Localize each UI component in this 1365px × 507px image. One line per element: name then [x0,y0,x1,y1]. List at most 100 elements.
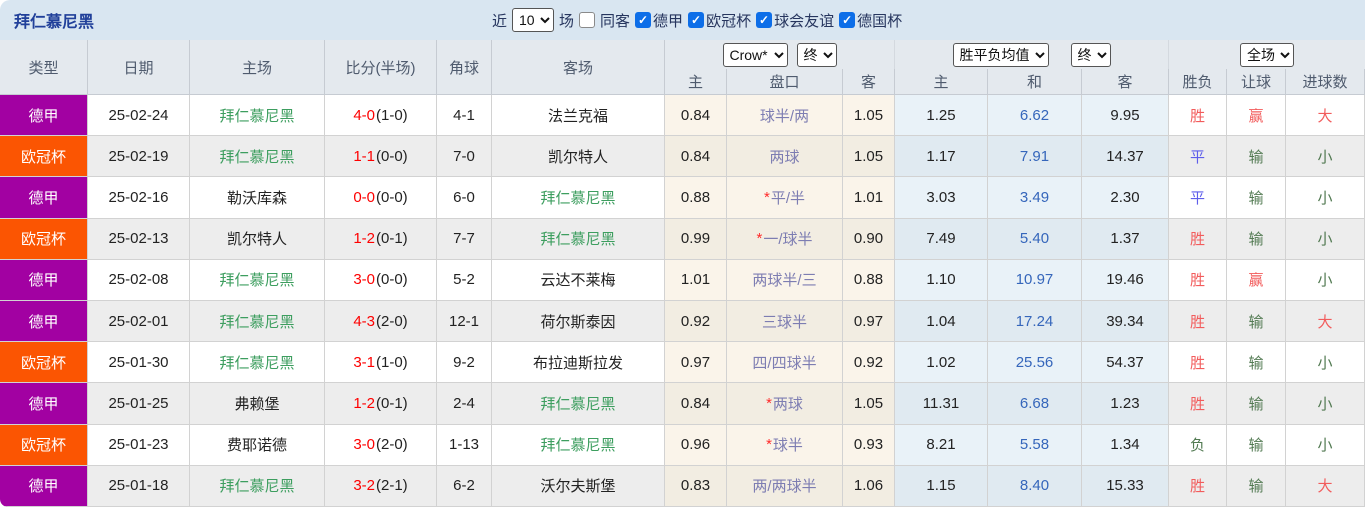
same-away-label: 同客 [600,12,631,30]
cell-handicap-home-odds: 0.83 [665,465,727,507]
cell-corners: 2-4 [437,383,492,425]
cell-handicap-away-odds: 1.01 [843,177,895,219]
cell-result-wdl: 胜 [1169,300,1227,343]
wdl-time-select[interactable]: 终 [1070,42,1111,67]
fulltime-select[interactable]: 全场 [1240,42,1294,67]
same-away-checkbox[interactable] [579,12,596,28]
wdl-average-select[interactable]: 胜平负均值 [952,42,1049,67]
col-header-away: 客场 [492,40,665,95]
cell-score: 4-0 (1-0) [325,95,437,137]
cell-avg-home: 8.21 [895,424,988,466]
cell-result-handicap: 输 [1227,136,1286,178]
ucl-checkbox[interactable]: ✓ [688,12,705,28]
cell-result-handicap: 输 [1227,300,1286,343]
cell-handicap-line: 四/四球半 [727,342,843,384]
cell-result-goals: 小 [1286,177,1365,219]
cell-corners: 7-0 [437,136,492,178]
cell-date: 25-01-23 [88,424,190,466]
bookmaker-select[interactable]: Crow* [722,42,788,67]
cell-result-goals: 小 [1286,218,1365,260]
cell-date: 25-01-30 [88,342,190,384]
table-row: 欧冠杯 25-01-23 费耶诺德 3-0 (2-0) 1-13 拜仁慕尼黑 0.96 * 球半 0… [0,424,1365,466]
cell-result-wdl: 胜 [1169,259,1227,301]
cell-date: 25-02-08 [88,259,190,301]
cell-handicap-home-odds: 0.96 [665,424,727,466]
dfb-pokal-checkbox[interactable]: ✓ [839,12,856,28]
table-row: 德甲 25-02-08 拜仁慕尼黑 3-0 (0-0) 5-2 云达不莱梅 1.01 两球半/三… [0,259,1365,301]
col-header-home: 主场 [190,40,325,95]
cell-result-wdl: 负 [1169,424,1227,466]
cell-avg-draw: 7.91 [988,136,1082,178]
friendly-checkbox[interactable]: ✓ [756,12,773,28]
cell-avg-away: 1.23 [1082,383,1169,425]
recent-count-select[interactable]: 10 [512,8,555,32]
league-filter-ucl: ✓ 欧冠杯 [688,10,751,31]
cell-avg-draw: 10.97 [988,259,1082,301]
cell-avg-home: 1.02 [895,342,988,384]
cell-home-team: 勒沃库森 [190,177,325,219]
handicap-time-select[interactable]: 终 [796,42,837,67]
cell-handicap-away-odds: 0.92 [843,342,895,384]
cell-avg-draw: 5.40 [988,218,1082,260]
cell-result-wdl: 胜 [1169,95,1227,137]
cell-date: 25-02-13 [88,218,190,260]
cell-result-wdl: 平 [1169,136,1227,178]
cell-result-wdl: 胜 [1169,342,1227,384]
cell-result-wdl: 胜 [1169,465,1227,507]
filter-controls: 近 10 场 同客 ✓ 德甲 ✓ 欧冠杯 ✓ 球会友谊 ✓ 德国杯 [492,0,902,40]
top-bar: 拜仁慕尼黑 近 10 场 同客 ✓ 德甲 ✓ 欧冠杯 ✓ 球会友谊 ✓ [0,0,1365,40]
cell-home-team: 弗赖堡 [190,383,325,425]
cell-avg-away: 1.34 [1082,424,1169,466]
table-header: 类型 日期 主场 比分(半场) 角球 客场 Crow* 终 胜平负均值 终 全场… [0,40,1365,95]
cell-away-team: 布拉迪斯拉发 [492,342,665,384]
cell-home-team: 拜仁慕尼黑 [190,300,325,343]
cell-corners: 9-2 [437,342,492,384]
cell-avg-away: 9.95 [1082,95,1169,137]
cell-result-handicap: 赢 [1227,259,1286,301]
cell-result-handicap: 赢 [1227,95,1286,137]
cell-score: 0-0 (0-0) [325,177,437,219]
cell-date: 25-02-01 [88,300,190,343]
recent-label: 近 [492,12,508,30]
league-badge: 德甲 [0,383,88,425]
cell-away-team: 荷尔斯泰因 [492,300,665,343]
cell-handicap-home-odds: 0.84 [665,383,727,425]
table-row: 德甲 25-01-18 拜仁慕尼黑 3-2 (2-1) 6-2 沃尔夫斯堡 0.83 两/两球半… [0,465,1365,507]
subheader-handicap-line: 盘口 [727,69,843,95]
league-badge: 欧冠杯 [0,136,88,178]
cell-corners: 5-2 [437,259,492,301]
cell-home-team: 拜仁慕尼黑 [190,95,325,137]
cell-home-team: 拜仁慕尼黑 [190,465,325,507]
ucl-label: 欧冠杯 [706,12,752,30]
cell-avg-home: 3.03 [895,177,988,219]
cell-result-goals: 大 [1286,95,1365,137]
page-title: 拜仁慕尼黑 [14,14,95,31]
cell-date: 25-01-18 [88,465,190,507]
bundesliga-checkbox[interactable]: ✓ [635,12,652,28]
col-header-type: 类型 [0,40,88,95]
odds-group-wdl-average: 胜平负均值 终 [895,40,1169,69]
table-row: 德甲 25-02-01 拜仁慕尼黑 4-3 (2-0) 12-1 荷尔斯泰因 0.92 三球半 0… [0,300,1365,343]
cell-date: 25-02-24 [88,95,190,137]
cell-corners: 4-1 [437,95,492,137]
cell-result-wdl: 胜 [1169,218,1227,260]
cell-away-team: 拜仁慕尼黑 [492,383,665,425]
table-row: 欧冠杯 25-01-30 拜仁慕尼黑 3-1 (1-0) 9-2 布拉迪斯拉发 0.97 四/四… [0,342,1365,384]
cell-score: 1-1 (0-0) [325,136,437,178]
cell-result-handicap: 输 [1227,218,1286,260]
table-row: 欧冠杯 25-02-13 凯尔特人 1-2 (0-1) 7-7 拜仁慕尼黑 0.99 * 一/球半… [0,218,1365,260]
cell-handicap-home-odds: 1.01 [665,259,727,301]
cell-corners: 12-1 [437,300,492,343]
subheader-avg-draw: 和 [988,69,1082,95]
cell-result-wdl: 平 [1169,177,1227,219]
cell-handicap-line: * 一/球半 [727,218,843,260]
subheader-avg-away: 客 [1082,69,1169,95]
cell-handicap-away-odds: 0.93 [843,424,895,466]
subheader-result-wdl: 胜负 [1169,69,1227,95]
cell-avg-draw: 25.56 [988,342,1082,384]
cell-score: 3-2 (2-1) [325,465,437,507]
dfb-pokal-label: 德国杯 [857,12,903,30]
cell-handicap-home-odds: 0.99 [665,218,727,260]
cell-handicap-away-odds: 0.88 [843,259,895,301]
